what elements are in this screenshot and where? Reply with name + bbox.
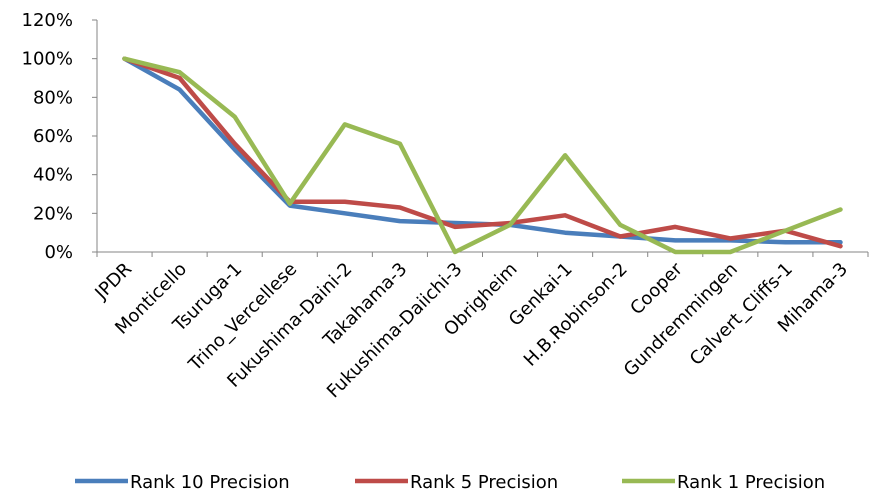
y-tick-label: 80% — [33, 87, 73, 108]
series-line — [122, 56, 843, 249]
y-tick-label: 20% — [33, 203, 73, 224]
legend-label: Rank 1 Precision — [677, 472, 825, 493]
legend-label: Rank 10 Precision — [130, 472, 290, 493]
y-axis: 0% 20% 40% 60% 80% 100% 120% — [22, 10, 98, 263]
x-tick-label: JPDR — [90, 259, 136, 305]
legend-label: Rank 5 Precision — [410, 472, 558, 493]
x-axis: JPDRMonticelloTsuruga-1Trino_VercelleseF… — [90, 251, 869, 402]
y-tick-label: 100% — [22, 49, 73, 70]
series-lines — [122, 56, 843, 255]
y-tick-label: 0% — [44, 242, 73, 263]
legend: Rank 10 Precision Rank 5 Precision Rank 1 … — [75, 472, 825, 493]
series-line — [122, 56, 843, 245]
y-tick-label: 60% — [33, 126, 73, 147]
y-tick-label: 120% — [22, 10, 73, 31]
y-tick-label: 40% — [33, 165, 73, 186]
series-line — [122, 56, 843, 255]
x-tick-label: H.B.Robinson-2 — [520, 259, 632, 371]
